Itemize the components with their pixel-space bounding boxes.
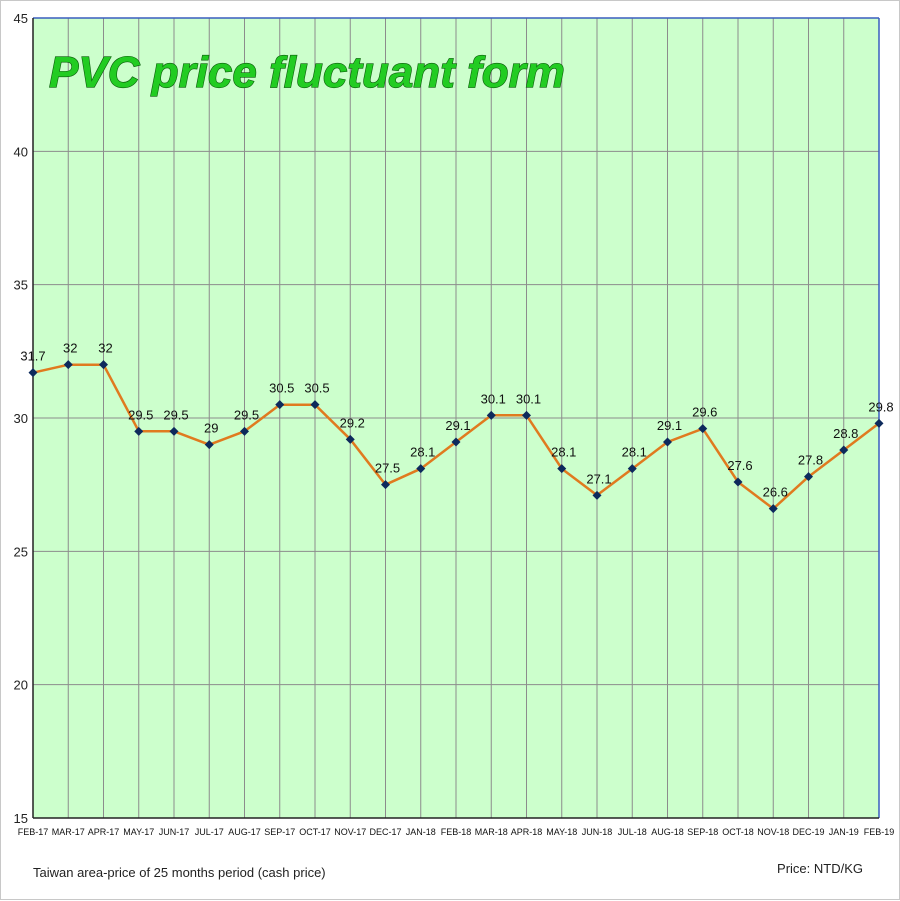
x-tick-label: JAN-19 xyxy=(829,827,859,837)
y-tick-label: 35 xyxy=(14,278,28,293)
x-tick-label: MAR-18 xyxy=(475,827,508,837)
data-point-marker xyxy=(627,464,637,474)
data-point-marker xyxy=(169,426,179,436)
data-label: 30.1 xyxy=(481,391,506,406)
x-tick-label: JUN-18 xyxy=(582,827,613,837)
y-tick-label: 25 xyxy=(14,544,28,559)
data-label: 29.8 xyxy=(868,399,893,414)
data-point-marker xyxy=(592,490,602,500)
chart-title: PVC price fluctuant form xyxy=(49,48,565,97)
data-label: 29.5 xyxy=(163,407,188,422)
data-label: 32 xyxy=(63,341,77,356)
data-label: 29.1 xyxy=(445,418,470,433)
x-tick-label: FEB-17 xyxy=(18,827,49,837)
x-tick-label: DEC-19 xyxy=(792,827,824,837)
data-label: 29.6 xyxy=(692,405,717,420)
data-label: 29.5 xyxy=(234,407,259,422)
data-point-marker xyxy=(874,418,884,428)
y-tick-label: 40 xyxy=(14,144,28,159)
data-label: 27.8 xyxy=(798,453,823,468)
y-tick-label: 20 xyxy=(14,678,28,693)
x-tick-label: OCT-18 xyxy=(722,827,754,837)
x-tick-label: FEB-19 xyxy=(864,827,895,837)
data-point-marker xyxy=(28,368,38,378)
data-point-marker xyxy=(698,424,708,434)
x-tick-label: SEP-17 xyxy=(264,827,295,837)
data-label: 30.5 xyxy=(269,381,294,396)
x-tick-label: JUL-17 xyxy=(195,827,224,837)
data-points xyxy=(28,360,884,514)
y-tick-label: 15 xyxy=(14,811,28,826)
data-point-marker xyxy=(451,437,461,447)
x-tick-label: MAY-18 xyxy=(546,827,577,837)
data-label: 28.8 xyxy=(833,426,858,441)
data-label: 28.1 xyxy=(410,445,435,460)
data-point-marker xyxy=(804,472,813,482)
y-tick-label: 45 xyxy=(14,11,28,26)
x-tick-label: FEB-18 xyxy=(441,827,472,837)
data-point-marker xyxy=(99,360,108,370)
data-label: 30.5 xyxy=(304,381,329,396)
data-label: 29.2 xyxy=(340,415,365,430)
data-point-marker xyxy=(310,400,320,410)
x-tick-label: APR-18 xyxy=(511,827,543,837)
x-tick-label: MAY-17 xyxy=(123,827,154,837)
data-point-marker xyxy=(204,440,214,450)
x-tick-label: SEP-18 xyxy=(687,827,718,837)
y-tick-label: 30 xyxy=(14,411,28,426)
x-tick-label: JUN-17 xyxy=(159,827,190,837)
x-tick-label: MAR-17 xyxy=(52,827,85,837)
data-label: 27.1 xyxy=(586,471,611,486)
x-tick-label: APR-17 xyxy=(88,827,120,837)
data-label: 29.5 xyxy=(128,407,153,422)
data-point-marker xyxy=(63,360,73,370)
data-label: 27.5 xyxy=(375,461,400,476)
data-point-marker xyxy=(240,426,249,436)
data-point-marker xyxy=(839,445,849,455)
data-point-marker xyxy=(663,437,672,447)
data-label: 28.1 xyxy=(551,445,576,460)
x-tick-label: NOV-18 xyxy=(757,827,789,837)
x-tick-label: AUG-18 xyxy=(651,827,684,837)
data-point-marker xyxy=(381,480,390,490)
data-label: 31.7 xyxy=(20,349,45,364)
footnote-left: Taiwan area-price of 25 months period (c… xyxy=(33,865,326,880)
data-point-marker xyxy=(275,400,285,410)
data-point-marker xyxy=(733,477,743,487)
x-tick-label: AUG-17 xyxy=(228,827,261,837)
x-tick-label: DEC-17 xyxy=(369,827,401,837)
data-point-marker xyxy=(768,504,778,514)
x-tick-label: NOV-17 xyxy=(334,827,366,837)
data-point-marker xyxy=(557,464,567,474)
data-label: 28.1 xyxy=(622,445,647,460)
x-tick-label: JAN-18 xyxy=(406,827,436,837)
x-tick-label: JUL-18 xyxy=(618,827,647,837)
data-point-marker xyxy=(522,410,531,420)
data-labels: 31.7 32 32 29.5 29.5 29 29.5 30.5 30.5 29.2 27.5 28… xyxy=(20,341,893,500)
data-point-marker xyxy=(486,410,496,420)
data-point-marker xyxy=(134,426,144,436)
x-axis-ticks: FEB-17 MAR-17 APR-17 MAY-17 JUN-17 JUL-17 AUG-… xyxy=(18,827,895,837)
data-label: 26.6 xyxy=(763,485,788,500)
data-label: 29 xyxy=(204,421,218,436)
data-point-marker xyxy=(416,464,426,474)
footnote-right: Price: NTD/KG xyxy=(777,861,863,876)
data-label: 30.1 xyxy=(516,391,541,406)
data-label: 27.6 xyxy=(727,458,752,473)
x-tick-label: OCT-17 xyxy=(299,827,331,837)
data-label: 32 xyxy=(98,341,112,356)
data-label: 29.1 xyxy=(657,418,682,433)
axes xyxy=(32,17,880,819)
gridlines xyxy=(33,17,880,818)
y-axis-ticks: 15 20 25 30 35 40 45 xyxy=(14,11,28,826)
data-point-marker xyxy=(345,434,355,444)
